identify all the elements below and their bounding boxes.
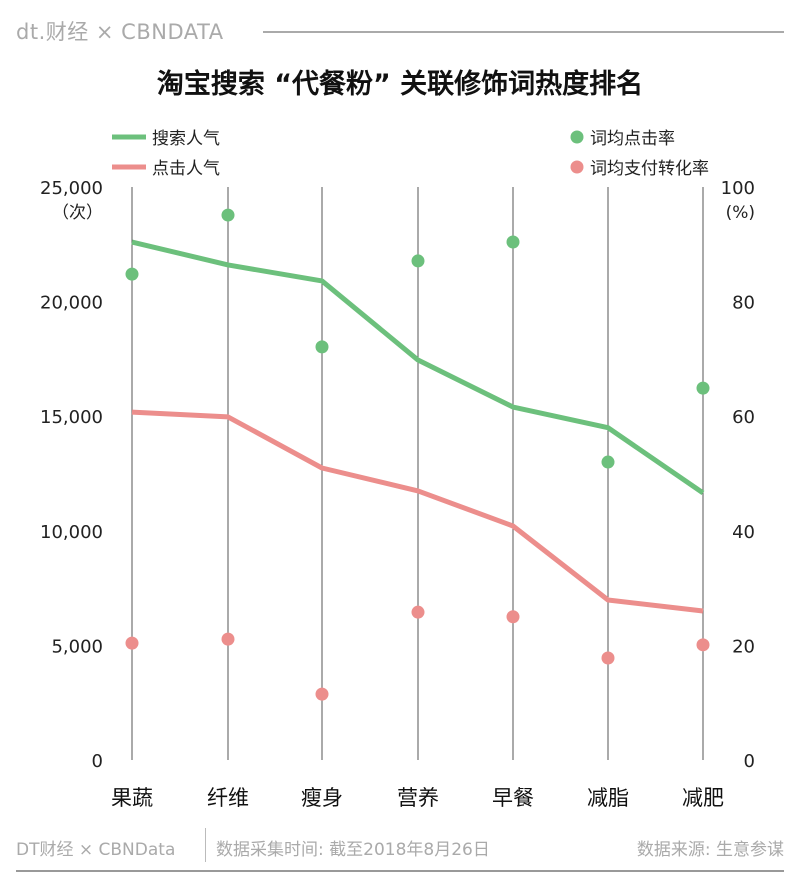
scatter-point [125,267,139,281]
left-axis-tick: 15,000 [40,407,103,428]
footer-source: 数据来源: 生意参谋 [636,840,784,860]
chart-title: 淘宝搜索 “代餐粉” 关联修饰词热度排名 [156,69,644,100]
legend-dot-ctr [570,130,584,144]
legend-label: 点击人气 [152,159,220,179]
legend-label: 搜索人气 [152,129,220,149]
category-label: 果蔬 [111,786,153,810]
right-axis-tick: 20 [732,636,755,657]
left-axis-tick: 25,000 [40,178,103,199]
legend-label: 词均支付转化率 [590,159,709,179]
left-axis-unit: （次） [52,203,103,223]
header-rule [263,31,784,33]
scatter-point [506,610,520,624]
line-series [131,239,705,496]
left-axis-tick: 0 [92,751,103,772]
legend-label: 词均点击率 [590,129,675,149]
brand-logo: dt.财经 × CBNDATA [16,20,224,44]
right-axis-tick: 100 [721,178,755,199]
scatter-point [601,455,615,469]
scatter-point [601,651,615,665]
footer-rule [16,870,784,872]
right-axis-unit: (%) [726,203,755,223]
scatter-point [696,381,710,395]
left-axis-tick: 10,000 [40,522,103,543]
category-label: 营养 [397,786,439,810]
category-label: 减肥 [682,786,724,810]
scatter-point [411,605,425,619]
scatter-point [221,208,235,222]
footer-divider [205,828,206,862]
category-label: 纤维 [207,786,249,810]
scatter-point [315,687,329,701]
left-axis-tick: 5,000 [51,636,103,657]
scatter-point [506,235,520,249]
category-label: 瘦身 [301,786,343,810]
line-series [131,409,704,614]
legend-dot-conversion [570,160,584,174]
right-axis-tick: 80 [732,293,755,314]
scatter-point [125,636,139,650]
left-axis-tick: 20,000 [40,293,103,314]
footer-date: 数据采集时间: 截至2018年8月26日 [216,840,490,860]
footer-credit: DT财经 × CBNData [16,840,176,860]
right-axis-tick: 40 [732,522,755,543]
category-label: 早餐 [492,786,534,810]
right-axis-tick: 0 [744,751,755,772]
scatter-point [411,254,425,268]
scatter-point [221,632,235,646]
scatter-point [696,638,710,652]
category-label: 减脂 [587,786,629,810]
scatter-point [315,340,329,354]
right-axis-tick: 60 [732,407,755,428]
